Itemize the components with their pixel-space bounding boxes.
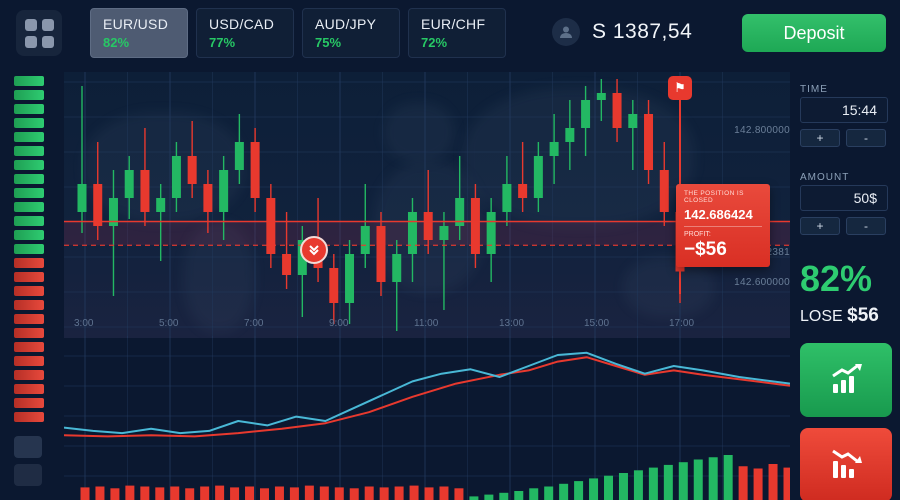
gauge-bar-green [14, 174, 44, 184]
time-label: TIME [800, 84, 828, 95]
gauge-bar-red [14, 370, 44, 380]
popup-profit-value: −$56 [684, 239, 727, 260]
pair-label: EUR/CHF [421, 16, 486, 32]
time-axis: 3:00 5:00 7:00 9:00 11:00 13:00 15:00 17:00 [64, 318, 790, 332]
pair-payout: 82% [103, 35, 130, 50]
gauge-bar-green [14, 202, 44, 212]
gauge-bar-red [14, 314, 44, 324]
chart-down-icon [832, 449, 862, 478]
gauge-bar-red [14, 328, 44, 338]
popup-price: 142.686424 [684, 207, 753, 222]
gauge-bar-red [14, 342, 44, 352]
indicator-plot [64, 336, 790, 500]
deposit-button[interactable]: Deposit [742, 14, 886, 52]
sell-entry-marker-icon [300, 236, 328, 264]
worldmap-decoration [464, 87, 694, 227]
time-axis-label: 9:00 [329, 318, 349, 329]
pair-payout: 72% [421, 35, 448, 50]
gauge-bar-green [14, 244, 44, 254]
lose-label: LOSE [800, 308, 843, 325]
gauge-bar-green [14, 188, 44, 198]
call-button[interactable] [800, 343, 892, 417]
menu-square [24, 18, 37, 31]
gauge-bar-green [14, 160, 44, 170]
time-axis-label: 11:00 [414, 318, 439, 329]
time-plus-button[interactable]: + [800, 129, 840, 147]
gauge-bar-green [14, 104, 44, 114]
pair-label: USD/CAD [209, 16, 275, 32]
amount-minus-button[interactable]: - [846, 217, 886, 235]
pair-payout: 75% [315, 35, 342, 50]
time-axis-label: 7:00 [244, 318, 264, 329]
time-axis-label: 5:00 [159, 318, 179, 329]
worldmap-decoration [624, 257, 714, 317]
put-button[interactable] [800, 428, 892, 500]
worldmap-decoration [184, 222, 254, 332]
pair-tab-usdcad[interactable]: USD/CAD 77% [196, 8, 294, 58]
lose-value: $56 [847, 305, 879, 326]
gauge-bar-red [14, 398, 44, 408]
pair-payout: 77% [209, 35, 236, 50]
time-minus-button[interactable]: - [846, 129, 886, 147]
gauge-bar-red [14, 412, 44, 422]
pair-label: AUD/JPY [315, 16, 377, 32]
time-axis-label: 17:00 [669, 318, 695, 329]
lose-amount: LOSE $56 [800, 305, 879, 327]
price-axis-label: 142.600000 [734, 277, 790, 288]
gauge-bar-red [14, 272, 44, 282]
gauge-bar-green [14, 230, 44, 240]
app-menu-icon[interactable] [16, 10, 62, 56]
menu-square [24, 35, 37, 48]
time-axis-label: 15:00 [584, 318, 610, 329]
menu-square [41, 18, 54, 31]
sidebar-tool-button[interactable] [14, 436, 42, 458]
pair-tabs: EUR/USD 82% USD/CAD 77% AUD/JPY 75% EUR/… [90, 8, 506, 58]
amount-label: AMOUNT [800, 172, 850, 183]
account-area[interactable]: S 1387,54 [552, 18, 692, 46]
gauge-bar-red [14, 258, 44, 268]
account-balance: S 1387,54 [592, 20, 693, 43]
time-input[interactable]: 15:44 [800, 97, 888, 123]
gauge-bar-green [14, 132, 44, 142]
time-axis-label: 3:00 [74, 318, 94, 329]
position-closed-popup: THE POSITION IS CLOSED 142.686424 PROFIT… [676, 184, 770, 267]
gauge-bar-red [14, 300, 44, 310]
pair-tab-eurusd[interactable]: EUR/USD 82% [90, 8, 188, 58]
indicator-panel [64, 336, 790, 500]
amount-plus-button[interactable]: + [800, 217, 840, 235]
pair-tab-eurchf[interactable]: EUR/CHF 72% [408, 8, 506, 58]
user-avatar-icon [552, 18, 580, 46]
chart-up-icon [832, 364, 862, 393]
sidebar-tool-button[interactable] [14, 464, 42, 486]
gauge-bar-red [14, 286, 44, 296]
pair-label: EUR/USD [103, 16, 169, 32]
gauge-bar-red [14, 356, 44, 366]
popup-profit-label: PROFIT: [684, 231, 711, 238]
price-axis-label: 142.800000 [734, 125, 790, 136]
volatility-gauge [14, 76, 46, 426]
amount-stepper: + - [800, 217, 886, 235]
pair-tab-audjpy[interactable]: AUD/JPY 75% [302, 8, 400, 58]
gauge-bar-green [14, 76, 44, 86]
amount-input[interactable]: 50$ [800, 185, 888, 211]
gauge-bar-red [14, 384, 44, 394]
candlestick-chart [64, 72, 790, 338]
time-stepper: + - [800, 129, 886, 147]
gauge-bar-green [14, 146, 44, 156]
gauge-bar-green [14, 216, 44, 226]
popup-title: THE POSITION IS CLOSED [684, 190, 744, 204]
menu-square [41, 35, 54, 48]
time-axis-label: 13:00 [499, 318, 525, 329]
payout-percent: 82% [800, 258, 873, 299]
gauge-bar-green [14, 118, 44, 128]
gauge-bar-green [14, 90, 44, 100]
expiry-flag-icon: ⚑ [668, 76, 692, 100]
